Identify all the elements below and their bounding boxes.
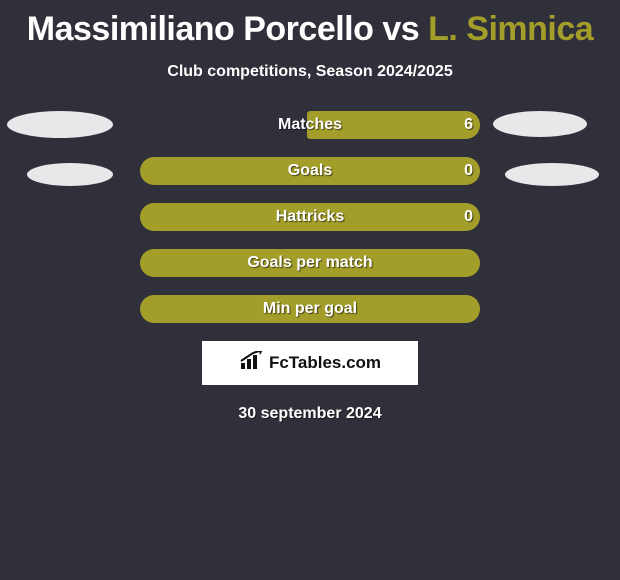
player1-name: Massimiliano Porcello <box>27 10 374 48</box>
stat-row: Goals per match <box>0 249 620 277</box>
side-ellipse <box>27 163 113 186</box>
bar-track: Matches <box>140 111 480 139</box>
stat-value-right: 6 <box>443 111 473 139</box>
bar-track: Hattricks <box>140 203 480 231</box>
side-ellipse <box>505 163 599 186</box>
page-title: Massimiliano Porcello vs L. Simnica <box>0 10 620 49</box>
side-ellipse <box>493 111 587 137</box>
brand-box: FcTables.com <box>202 341 418 385</box>
player2-name: L. Simnica <box>428 10 593 48</box>
brand-label: FcTables.com <box>269 353 381 373</box>
date-label: 30 september 2024 <box>0 405 620 423</box>
bar-track: Goals <box>140 157 480 185</box>
stat-row: Hattricks0 <box>0 203 620 231</box>
subtitle: Club competitions, Season 2024/2025 <box>0 63 620 81</box>
stat-label: Goals per match <box>140 249 480 277</box>
stat-label: Min per goal <box>140 295 480 323</box>
stat-label: Goals <box>140 157 480 185</box>
stat-value-right: 0 <box>443 157 473 185</box>
stat-label: Hattricks <box>140 203 480 231</box>
bar-track: Min per goal <box>140 295 480 323</box>
stat-value-right: 0 <box>443 203 473 231</box>
stats-container: Matches6Goals0Hattricks0Goals per matchM… <box>0 111 620 323</box>
chart-logo-icon <box>239 351 265 376</box>
vs-label: vs <box>382 10 419 48</box>
stat-row: Min per goal <box>0 295 620 323</box>
bar-track: Goals per match <box>140 249 480 277</box>
side-ellipse <box>7 111 113 138</box>
stat-label: Matches <box>140 111 480 139</box>
